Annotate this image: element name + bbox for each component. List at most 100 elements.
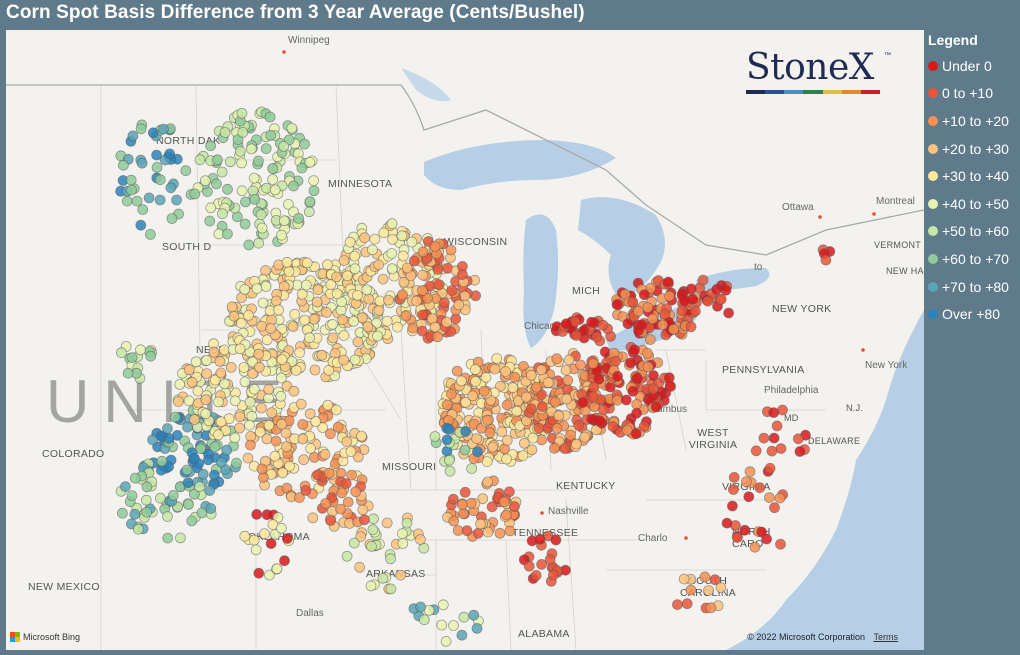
basis-point <box>359 232 371 244</box>
basis-point <box>161 423 173 434</box>
basis-point <box>443 454 455 466</box>
legend-item[interactable]: +30 to +40 <box>926 162 1020 190</box>
basis-point <box>212 154 223 166</box>
basis-point <box>517 450 529 462</box>
basis-point <box>527 432 539 444</box>
basis-point <box>475 518 486 530</box>
basis-point <box>239 376 251 388</box>
legend-title: Legend <box>928 32 978 48</box>
basis-point <box>307 512 319 524</box>
basis-point <box>519 437 530 449</box>
basis-point <box>741 476 752 488</box>
basis-point <box>335 503 347 515</box>
basis-point <box>526 444 538 456</box>
basis-point <box>229 432 241 444</box>
basis-point <box>309 364 321 376</box>
basis-point <box>401 517 413 529</box>
legend-item[interactable]: +40 to +50 <box>926 190 1020 218</box>
basis-point <box>366 244 378 256</box>
basis-point <box>721 517 733 529</box>
basis-point <box>308 313 320 325</box>
basis-point <box>348 537 360 549</box>
basis-point <box>188 488 200 500</box>
basis-point <box>471 446 483 458</box>
basis-point <box>709 574 721 586</box>
basis-point <box>494 527 506 539</box>
basis-point <box>627 385 639 397</box>
basis-point <box>122 367 134 379</box>
basis-point <box>587 391 599 403</box>
map-canvas[interactable]: UNITE Winnipeg NORTH DAK MINNESOTA SOUTH… <box>6 30 924 650</box>
basis-point <box>200 394 212 406</box>
basis-point <box>270 435 282 447</box>
legend-item[interactable]: +70 to +80 <box>926 273 1020 301</box>
basis-point <box>279 555 290 567</box>
basis-point <box>622 318 634 330</box>
basis-point <box>256 463 268 475</box>
basis-point <box>275 390 287 402</box>
legend-item[interactable]: +10 to +20 <box>926 107 1020 135</box>
basis-point <box>349 250 361 262</box>
basis-point <box>489 363 501 375</box>
basis-point <box>248 172 260 184</box>
basis-point <box>319 448 331 460</box>
basis-point <box>487 441 499 453</box>
basis-point <box>330 404 342 416</box>
basis-point <box>761 533 772 545</box>
legend-item[interactable]: 0 to +10 <box>926 80 1020 108</box>
basis-point <box>194 481 206 493</box>
basis-point <box>256 320 268 332</box>
logo-color-bar <box>746 90 880 94</box>
legend-item[interactable]: Under 0 <box>926 52 1020 80</box>
map-label-toronto: to <box>754 262 763 273</box>
terms-link[interactable]: Terms <box>873 632 899 642</box>
basis-point <box>549 396 561 408</box>
legend-item-label: +60 to +70 <box>942 250 1009 267</box>
basis-point <box>482 476 494 488</box>
basis-point <box>278 215 290 227</box>
basis-point <box>441 399 453 411</box>
basis-point <box>739 524 751 536</box>
map-label-delaware: DELAWARE <box>808 436 861 446</box>
basis-point <box>238 362 250 373</box>
basis-point <box>265 538 277 549</box>
basis-point <box>749 541 761 553</box>
basis-point <box>468 609 480 621</box>
basis-point <box>296 162 308 174</box>
basis-point <box>577 397 589 408</box>
basis-point <box>242 452 254 464</box>
basis-point <box>441 316 453 328</box>
basis-point <box>621 424 633 436</box>
basis-point <box>685 283 697 295</box>
basis-point <box>536 559 547 570</box>
basis-point <box>325 279 337 291</box>
basis-point <box>630 428 642 440</box>
basis-point <box>215 456 227 468</box>
basis-point <box>126 352 138 364</box>
legend-item[interactable]: +50 to +60 <box>926 218 1020 246</box>
map-label-michigan: MICH <box>572 285 601 297</box>
basis-point <box>296 288 308 300</box>
basis-point <box>373 259 385 271</box>
basis-point <box>446 285 458 296</box>
basis-point <box>298 454 310 466</box>
basis-point <box>240 196 251 208</box>
legend-item[interactable]: +60 to +70 <box>926 245 1020 273</box>
basis-point <box>525 369 537 381</box>
basis-point <box>549 442 560 454</box>
basis-point <box>774 492 786 504</box>
basis-point <box>200 408 212 420</box>
basis-point <box>354 561 366 573</box>
legend-item[interactable]: +20 to +30 <box>926 135 1020 163</box>
basis-point <box>378 227 390 239</box>
basis-point <box>437 599 449 611</box>
basis-point <box>664 290 675 302</box>
basis-point <box>465 497 477 509</box>
basis-point <box>633 325 644 337</box>
basis-point <box>588 381 600 393</box>
basis-points-layer <box>115 106 836 647</box>
basis-point <box>331 271 342 283</box>
basis-point <box>385 553 397 565</box>
legend-dot-icon <box>928 309 938 320</box>
legend-item[interactable]: Over +80 <box>926 300 1020 328</box>
